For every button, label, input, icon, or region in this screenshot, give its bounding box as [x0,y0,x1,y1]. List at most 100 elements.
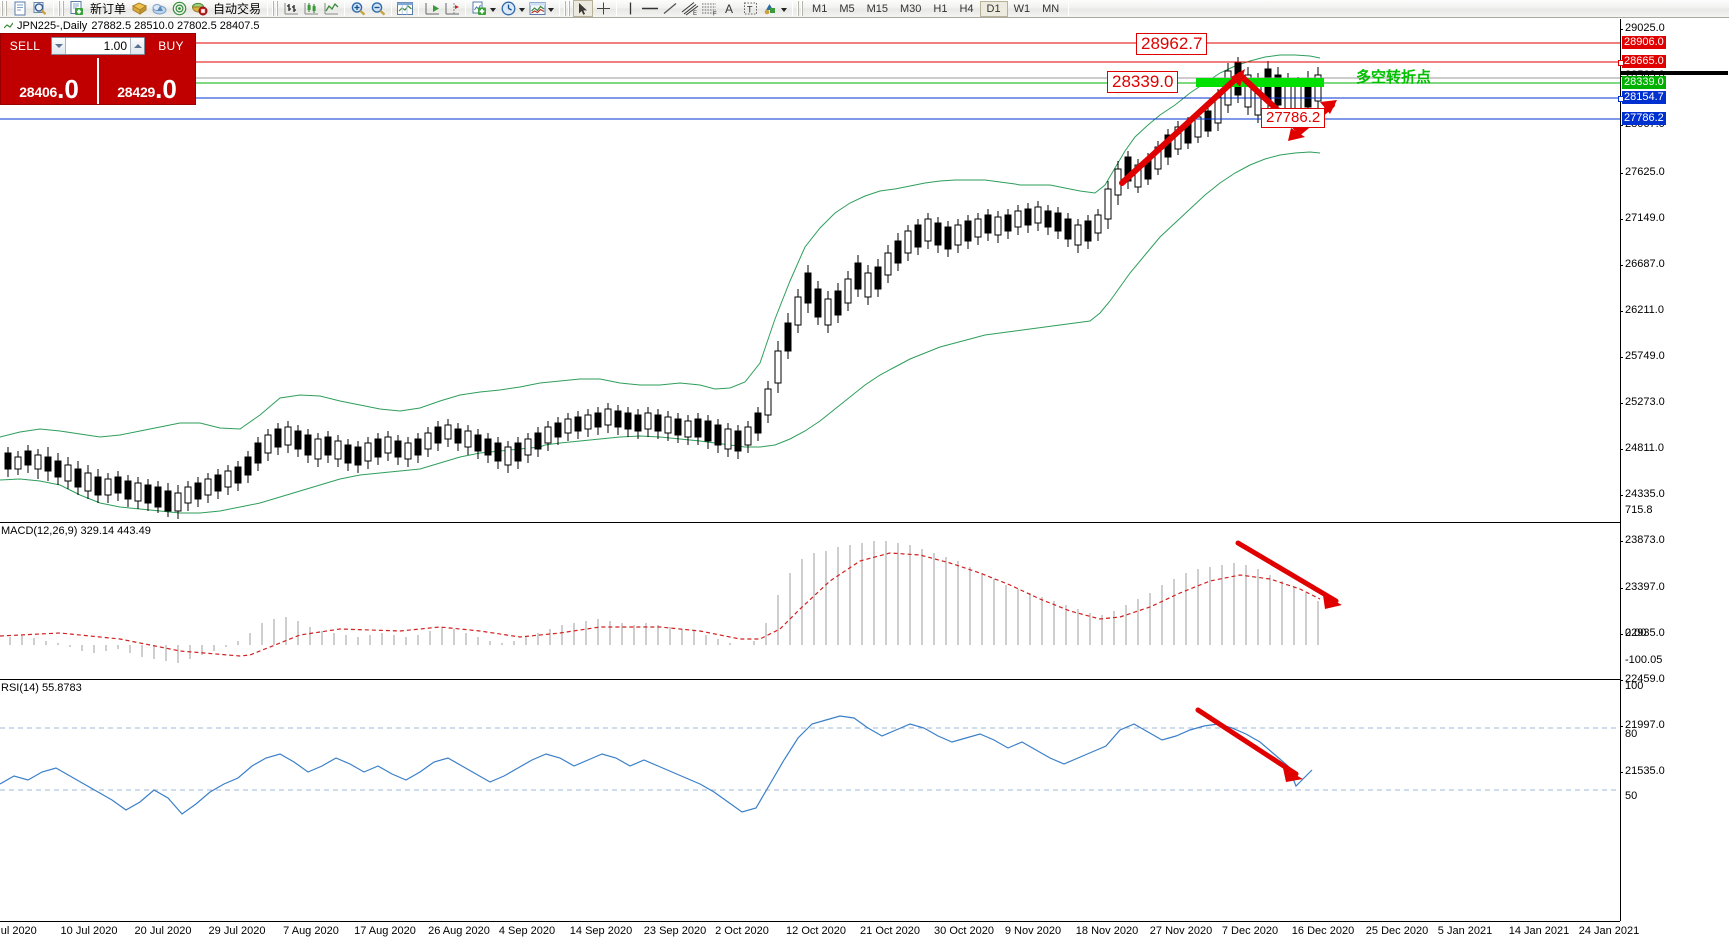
time-label: 4 Sep 2020 [498,925,556,937]
price-tick: 25273.0 [1620,396,1665,408]
toolbar-separator-9 [792,1,794,16]
timeframe-m1[interactable]: M1 [812,2,828,15]
rsi-trend-arrow [1195,707,1299,777]
price-scale[interactable]: 29025.0 28563.0 28067.0 27625.0 27149.0 … [1620,19,1729,921]
toolbar-grip-4[interactable] [564,1,572,16]
time-label: 26 Aug 2020 [428,925,490,937]
macd-scale-tick-min: -100.05 [1625,654,1663,666]
time-label: 27 Nov 2020 [1149,925,1213,937]
shapes-icon[interactable] [760,0,780,17]
new-chart-icon[interactable] [10,0,30,17]
price-tag-level: 28665.0 [1622,55,1666,68]
volume-stepper[interactable]: 1.00 [51,37,145,55]
toolbar-grip-2[interactable] [58,1,65,16]
annotation-27786[interactable]: 27786.2 [1261,108,1326,128]
templates-dropdown-caret[interactable] [548,7,555,12]
macd-pane[interactable] [0,522,1620,674]
autotrading-label[interactable]: 自动交易 [213,2,262,16]
bid-price[interactable]: 28406 .0 [1,58,99,104]
volume-increase-button[interactable] [130,38,144,54]
chart-shift-icon[interactable] [442,0,462,17]
time-label: 18 Nov 2020 [1075,925,1139,937]
fibonacci-retracement-icon[interactable]: F [700,0,720,17]
line-chart-icon[interactable] [321,0,341,17]
candlestick-chart-icon[interactable] [301,0,321,17]
price-tick: 24335.0 [1620,488,1665,500]
price-chart-pane[interactable] [0,33,1620,520]
price-tag-lower: 27786.2 [1622,112,1666,125]
metaquotes-language-icon[interactable] [149,0,169,17]
periods-icon[interactable] [498,0,518,17]
autotrading-button[interactable] [189,0,210,17]
cursor-icon[interactable] [573,0,594,17]
candlestick-series [4,57,1322,519]
rsi-pane[interactable] [0,679,1620,921]
trendline-icon[interactable] [660,0,680,17]
time-label: 10 Jul 2020 [60,925,118,937]
toolbar-grip[interactable] [1,1,8,16]
rsi-scale-tick-100: 100 [1625,680,1644,692]
time-label: 12 Oct 2020 [786,925,846,937]
text-icon[interactable]: A [720,0,740,17]
sell-button[interactable]: SELL [9,39,41,53]
toolbar-separator [53,1,54,16]
buy-button[interactable]: BUY [158,39,184,53]
auto-scroll-icon[interactable] [422,0,442,17]
annotation-28962[interactable]: 28962.7 [1136,33,1208,55]
toolbar-grip-3[interactable] [272,1,280,16]
shapes-dropdown-caret[interactable] [781,7,788,12]
timeframe-d1[interactable]: D1 [979,0,1008,17]
timeframe-w1[interactable]: W1 [1013,2,1031,15]
new-order-button[interactable] [67,0,87,17]
volume-decrease-button[interactable] [52,38,66,54]
macd-scale-tick-max: 715.8 [1625,504,1653,516]
one-click-trading-prices: 28406 .0 28429 .0 [1,58,195,104]
timeframe-h1[interactable]: H1 [933,2,948,15]
toolbar-separator-8 [616,1,618,16]
templates-icon[interactable] [527,0,547,17]
price-tick: 25749.0 [1620,350,1665,362]
vertical-line-icon[interactable] [620,0,640,17]
indicators-dropdown-caret[interactable] [490,7,497,12]
chevron-up-icon [133,44,142,48]
line-handle-28665[interactable] [1618,60,1624,66]
volume-input[interactable]: 1.00 [103,39,127,53]
new-order-label[interactable]: 新订单 [90,2,127,16]
bar-chart-icon[interactable] [281,0,301,17]
zoom-in-icon[interactable] [348,0,368,17]
text-label-icon[interactable]: T [740,0,760,17]
data-window-icon[interactable] [395,0,415,17]
toolbar-separator-4 [391,1,393,16]
symbol-icon [4,22,13,29]
timeframe-m30[interactable]: M30 [900,2,922,15]
expert-advisors-icon[interactable] [129,0,149,17]
signals-icon[interactable] [169,0,189,17]
periods-dropdown-caret[interactable] [519,7,526,12]
search-icon[interactable] [30,0,50,17]
rsi-indicator-label: RSI(14) 55.8783 [1,682,82,694]
horizontal-line-icon[interactable] [640,0,660,17]
toolbar-grip-5[interactable] [797,1,805,16]
ask-price[interactable]: 28429 .0 [99,58,195,104]
price-tag-bid: 28154.7 [1622,91,1666,104]
equidistant-channel-icon[interactable]: E [680,0,700,17]
annotation-28339[interactable]: 28339.0 [1107,71,1179,93]
timeframe-m5[interactable]: M5 [839,2,855,15]
time-label: 5 Jan 2021 [1437,925,1493,937]
crosshair-icon[interactable] [593,0,613,17]
timeframe-mn[interactable]: MN [1042,2,1060,15]
macd-scale-tick-zero: 0.00 [1625,627,1647,639]
annotation-turning-point-note[interactable]: 多空转折点 [1356,68,1432,86]
timeframe-m15[interactable]: M15 [866,2,888,15]
timeframe-h4[interactable]: H4 [959,2,974,15]
indicators-icon[interactable] [469,0,489,17]
bid-price-decimal: .0 [57,73,79,104]
macd-arrow-head [1323,595,1342,609]
time-axis[interactable]: Jul 2020 10 Jul 2020 20 Jul 2020 29 Jul … [0,921,1639,941]
time-label: 29 Jul 2020 [208,925,266,937]
price-tag-ask: 28906.0 [1622,36,1666,49]
one-click-trading-panel[interactable]: SELL 1.00 BUY 28406 .0 28429 .0 [0,33,196,105]
line-handle-28154[interactable] [1618,96,1624,102]
zoom-out-icon[interactable] [368,0,388,17]
